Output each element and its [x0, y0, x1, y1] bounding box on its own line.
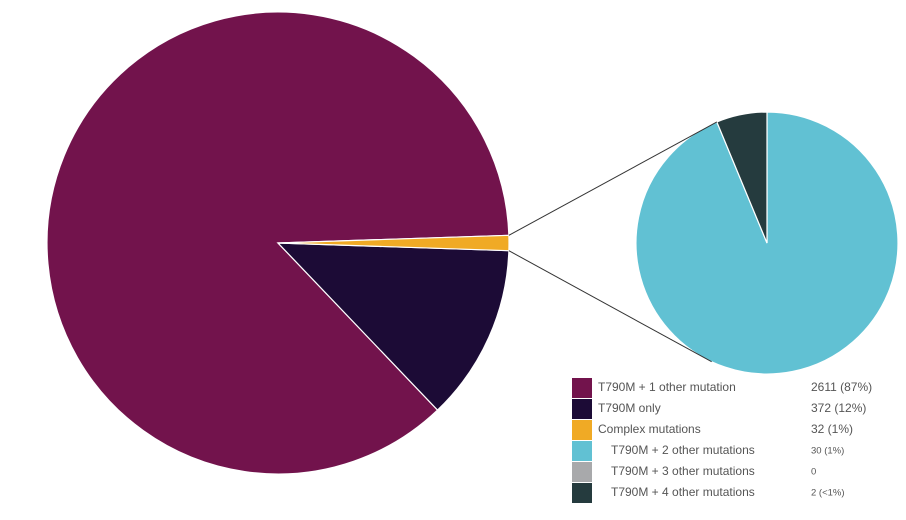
- legend-swatch: [572, 399, 592, 419]
- sub-pie-slice: [716, 111, 768, 244]
- pie-slice: [277, 234, 510, 252]
- legend-value: 30 (1%): [811, 446, 844, 457]
- legend-value: 2 (<1%): [811, 488, 845, 499]
- legend-label: T790M + 3 other mutations: [611, 464, 755, 478]
- legend-value: 372 (12%): [811, 401, 866, 415]
- legend-label: T790M + 2 other mutations: [611, 443, 755, 457]
- legend-swatch: [572, 378, 592, 398]
- legend-label: T790M + 4 other mutations: [611, 485, 755, 499]
- connector-line: [508, 121, 718, 236]
- legend-label: Complex mutations: [598, 422, 701, 436]
- legend-swatch: [572, 441, 592, 461]
- legend-swatch: [572, 483, 592, 503]
- legend-value: 0: [811, 467, 816, 478]
- pie-slice: [276, 242, 510, 411]
- legend-value: 32 (1%): [811, 422, 853, 436]
- legend-swatch: [572, 420, 592, 440]
- legend-swatch: [572, 462, 592, 482]
- legend-value: 2611 (87%): [811, 380, 872, 394]
- legend-label: T790M + 1 other mutation: [598, 380, 736, 394]
- legend-label: T790M only: [598, 401, 661, 415]
- connector-line: [508, 250, 712, 363]
